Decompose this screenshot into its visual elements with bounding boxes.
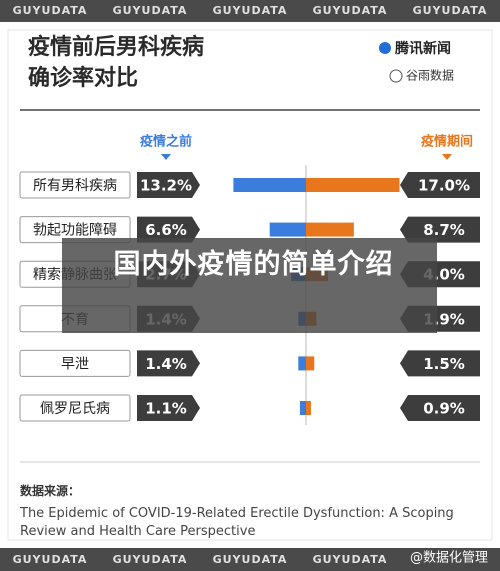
bar — [306, 178, 400, 192]
banner-text: GUYUDATA — [413, 4, 488, 17]
banner-text: GUYUDATA — [213, 553, 288, 566]
value-box — [400, 216, 480, 243]
source-text: The Epidemic of COVID-19-Related Erectil… — [20, 506, 454, 539]
banner-text: GUYUDATA — [13, 4, 88, 17]
category-box — [19, 394, 131, 422]
value-label: 0.9% — [423, 400, 465, 418]
category-label: 早泄 — [61, 356, 89, 372]
banner-text: GUYUDATA — [13, 553, 88, 566]
category-box — [19, 349, 131, 377]
title-line: 确诊率对比 — [28, 65, 138, 91]
value-box — [400, 395, 480, 421]
value-label: 1.1% — [145, 400, 187, 418]
banner-text: GUYUDATA — [113, 553, 188, 566]
logo: 腾讯新闻 — [395, 40, 451, 57]
source: 数据来源： The Epidemic of COVID-19-Related E… — [20, 482, 490, 541]
category-label: 勃起功能障碍 — [33, 223, 117, 239]
value-box — [137, 350, 200, 377]
value-box — [137, 216, 200, 243]
value-box — [400, 172, 480, 198]
value-box — [137, 172, 200, 198]
legend-label: 疫情期间 — [421, 134, 473, 150]
bar — [233, 178, 306, 192]
value-box — [400, 350, 480, 377]
value-label: 8.7% — [423, 221, 465, 239]
category-label: 所有男科疾病 — [33, 178, 117, 194]
category-label: 佩罗尼氏病 — [40, 401, 110, 417]
bar — [306, 401, 311, 415]
bar — [306, 356, 315, 371]
value-label: 6.6% — [145, 221, 187, 239]
legend-label: 疫情之前 — [140, 134, 192, 150]
source-heading: 数据来源： — [20, 484, 81, 498]
bar — [269, 222, 306, 237]
value-label: 17.0% — [418, 177, 470, 195]
banner-text: GUYUDATA — [313, 4, 388, 17]
card-border — [7, 29, 493, 541]
category-box — [19, 171, 131, 199]
bar — [299, 401, 306, 415]
legend-arrow — [442, 154, 452, 160]
title-line: 疫情前后男科疾病 — [28, 34, 204, 60]
bar — [306, 222, 354, 237]
banner-text: GUYUDATA — [213, 4, 288, 17]
value-label: 1.4% — [145, 355, 187, 373]
logo-icon — [379, 42, 391, 54]
logo-icon — [389, 69, 403, 83]
banner-text: GUYUDATA — [113, 4, 188, 17]
value-box — [137, 395, 200, 421]
value-label: 13.2% — [140, 177, 192, 195]
value-label: 1.5% — [423, 355, 465, 373]
bar — [298, 356, 306, 371]
overlay-title: 国内外疫情的简单介绍 — [62, 238, 437, 333]
logo: 谷雨数据 — [406, 68, 454, 83]
watermark: @数据化管理 — [410, 551, 488, 566]
legend-arrow — [161, 154, 171, 160]
banner-text: GUYUDATA — [313, 553, 388, 566]
